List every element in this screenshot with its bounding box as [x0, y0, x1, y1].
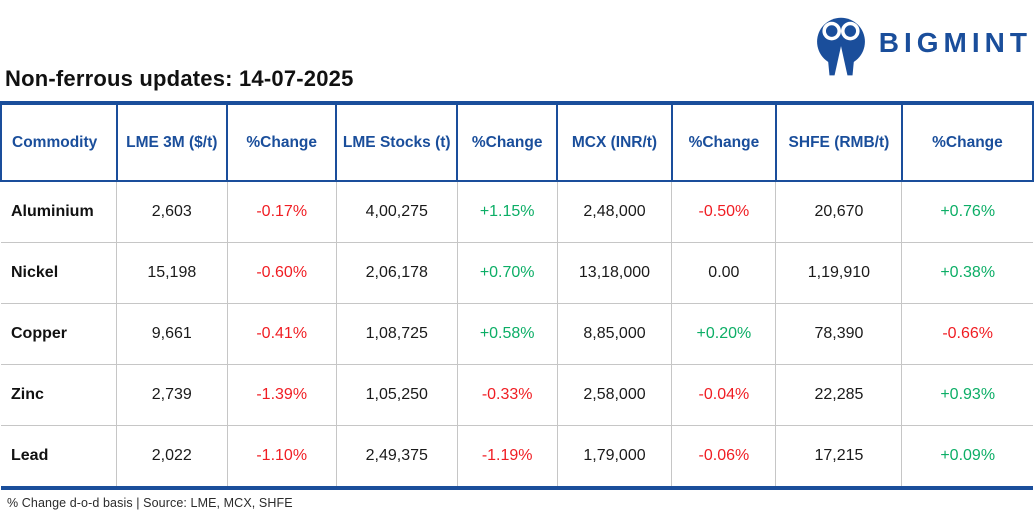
value-cell: -0.17%: [226, 180, 337, 243]
value-cell: -0.06%: [671, 425, 777, 489]
table-body: Aluminium 2,603 -0.17% 4,00,275 +1.15% 2,48,0…: [1, 180, 1033, 489]
value-cell: +0.93%: [901, 364, 1033, 426]
commodity-cell: Zinc: [1, 364, 118, 426]
value-cell: -1.19%: [456, 425, 558, 489]
value-cell: 1,79,000: [556, 425, 673, 489]
bigmint-people-icon: [814, 16, 868, 78]
value-cell: 9,661: [116, 303, 228, 365]
value-cell: 2,49,375: [335, 425, 458, 489]
value-cell: 78,390: [775, 303, 903, 365]
table-row: Zinc 2,739 -1.39% 1,05,250 -0.33% 2,58,000 -0.…: [1, 364, 1033, 426]
column-header: LME 3M ($/t): [115, 102, 229, 182]
table-row: Nickel 15,198 -0.60% 2,06,178 +0.70% 13,18,00…: [1, 242, 1033, 304]
value-cell: +0.38%: [901, 242, 1033, 304]
table-row: Copper 9,661 -0.41% 1,08,725 +0.58% 8,85,000 +…: [1, 303, 1033, 365]
header-row: Commodity LME 3M ($/t) %Change LME Stocks (…: [0, 102, 1034, 182]
value-cell: 4,00,275: [335, 180, 458, 243]
value-cell: 1,05,250: [335, 364, 458, 426]
value-cell: -0.33%: [456, 364, 558, 426]
value-cell: +0.09%: [901, 425, 1033, 489]
value-cell: 8,85,000: [556, 303, 673, 365]
table-row: Aluminium 2,603 -0.17% 4,00,275 +1.15% 2,48,0…: [1, 180, 1033, 243]
column-header: LME Stocks (t): [335, 102, 459, 182]
brand-logo: BIGMINT: [814, 16, 1032, 78]
value-cell: -1.39%: [226, 364, 337, 426]
commodity-table: Commodity LME 3M ($/t) %Change LME Stocks (…: [0, 101, 1034, 490]
footer-note: % Change d-o-d basis | Source: LME, MCX,…: [7, 496, 293, 510]
value-cell: -0.50%: [671, 180, 777, 243]
column-header: %Change: [456, 102, 559, 182]
value-cell: +0.76%: [901, 180, 1033, 243]
commodity-cell: Aluminium: [1, 180, 118, 243]
value-cell: -0.60%: [226, 242, 337, 304]
table-row: Lead 2,022 -1.10% 2,49,375 -1.19% 1,79,000 -0.…: [1, 425, 1033, 489]
commodity-cell: Copper: [1, 303, 118, 365]
value-cell: 1,19,910: [775, 242, 903, 304]
value-cell: 13,18,000: [556, 242, 673, 304]
value-cell: -0.04%: [671, 364, 777, 426]
value-cell: +0.58%: [456, 303, 558, 365]
column-header: Commodity: [0, 102, 118, 182]
value-cell: -1.10%: [226, 425, 337, 489]
value-cell: 15,198: [116, 242, 228, 304]
commodity-cell: Lead: [1, 425, 118, 489]
brand-name: BIGMINT: [878, 27, 1032, 58]
value-cell: +0.20%: [671, 303, 777, 365]
value-cell: 2,022: [116, 425, 228, 489]
column-header: MCX (INR/t): [556, 102, 673, 182]
value-cell: 2,06,178: [335, 242, 458, 304]
value-cell: -0.66%: [901, 303, 1033, 365]
column-header: %Change: [225, 102, 338, 182]
column-header: %Change: [670, 102, 777, 182]
value-cell: -0.41%: [226, 303, 337, 365]
column-header: SHFE (RMB/t): [774, 102, 903, 182]
value-cell: 0.00: [671, 242, 777, 304]
commodity-cell: Nickel: [1, 242, 118, 304]
value-cell: 2,739: [116, 364, 228, 426]
value-cell: 17,215: [775, 425, 903, 489]
value-cell: 22,285: [775, 364, 903, 426]
value-cell: 2,48,000: [556, 180, 673, 243]
page-title: Non-ferrous updates: 14-07-2025: [5, 66, 354, 91]
value-cell: 2,58,000: [556, 364, 673, 426]
column-header: %Change: [900, 102, 1034, 182]
value-cell: 2,603: [116, 180, 228, 243]
value-cell: 20,670: [775, 180, 903, 243]
value-cell: 1,08,725: [335, 303, 458, 365]
value-cell: +1.15%: [456, 180, 558, 243]
value-cell: +0.70%: [456, 242, 558, 304]
